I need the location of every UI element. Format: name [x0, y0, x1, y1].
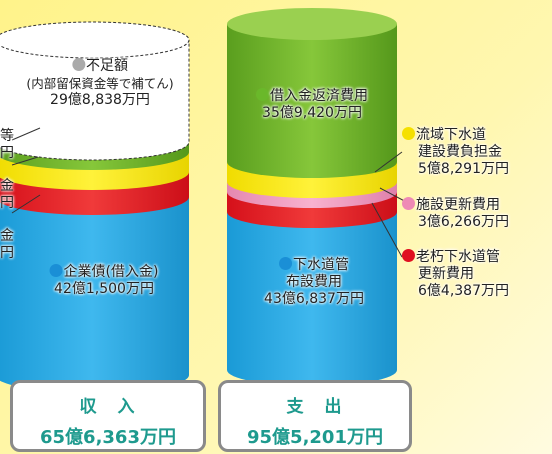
- item-name: 企業債(借入金): [63, 264, 159, 280]
- income-cylinder: [0, 21, 190, 393]
- shape: [256, 88, 269, 101]
- item-amount: 6億4,387万円: [418, 283, 509, 299]
- item-name: 更新費用: [418, 266, 474, 282]
- expense-cylinder: [227, 8, 413, 386]
- heading: 支 出: [286, 397, 344, 417]
- shape: [11, 194, 41, 214]
- basin-label: 流域下水道 建設費負担金 5億8,291万円: [402, 127, 509, 178]
- item-name: 建設費負担金: [418, 144, 502, 160]
- shape: [11, 127, 41, 141]
- shape: [11, 156, 39, 166]
- item-name: 老朽下水道管: [416, 249, 500, 265]
- item-amount: 42億1,500万円: [54, 281, 154, 297]
- shape: [0, 21, 190, 59]
- shape: [402, 127, 415, 140]
- item-name: 布設費用: [286, 274, 342, 290]
- item-name: 流域下水道: [416, 127, 486, 143]
- bond-label: 企業債(借入金) 42億1,500万円: [49, 264, 159, 298]
- item-amount: 3億6,266万円: [418, 214, 509, 230]
- item-amount: 35億9,420万円: [262, 105, 362, 121]
- item-name: 借入金返済費用: [270, 88, 368, 104]
- cut-label: 金: [0, 228, 14, 244]
- income-box: 収 入 65億6,363万円: [10, 380, 206, 452]
- item-name: 下水道管: [293, 257, 349, 273]
- shortfall-note: (内部留保資金等で補てん): [26, 76, 174, 91]
- shape: [402, 249, 415, 262]
- total: 95億5,201万円: [247, 427, 383, 448]
- facility-label: 施設更新費用 3億6,266万円: [402, 197, 509, 231]
- item-name: 施設更新費用: [416, 197, 500, 213]
- shape: 不足額: [26, 58, 173, 75]
- shortfall-label: 不足額 (内部留保資金等で補てん) 29億8,838万円: [26, 58, 174, 109]
- shape: 施設更新費用: [402, 197, 509, 214]
- shape: 企業債(借入金): [49, 264, 159, 281]
- total: 65億6,363万円: [40, 427, 176, 448]
- shape: [279, 257, 292, 270]
- item-amount: 5億8,291万円: [418, 161, 509, 177]
- shortfall-name: 不足額: [85, 58, 128, 74]
- shape: [0, 197, 189, 375]
- shape: 下水道管: [264, 257, 364, 274]
- shape: [227, 8, 397, 40]
- heading: 収 入: [79, 397, 137, 417]
- shape: [227, 24, 397, 162]
- cut-label: 円: [0, 145, 14, 161]
- shape: [402, 197, 415, 210]
- shape: [0, 40, 190, 161]
- shape: 老朽下水道管: [402, 249, 509, 266]
- shape: [71, 58, 85, 71]
- shape: [49, 264, 63, 277]
- expense-box: 支 出 95億5,201万円: [218, 380, 412, 452]
- cut-label: 等: [0, 128, 14, 144]
- shape: 流域下水道: [402, 127, 509, 144]
- cut-label: 金: [0, 178, 14, 194]
- shape: [371, 202, 403, 258]
- shape: [374, 151, 403, 173]
- shape: 借入金返済費用: [256, 88, 368, 105]
- shape: [227, 212, 397, 370]
- cut-label: 円: [0, 245, 14, 261]
- item-amount: 43億6,837万円: [264, 291, 364, 307]
- old-pipe-label: 老朽下水道管 更新費用 6億4,387万円: [402, 249, 509, 300]
- shortfall-amount: 29億8,838万円: [50, 92, 150, 108]
- pipe-label: 下水道管 布設費用 43億6,837万円: [264, 257, 364, 308]
- repay-label: 借入金返済費用 35億9,420万円: [256, 88, 368, 122]
- cut-label: 円: [0, 195, 14, 211]
